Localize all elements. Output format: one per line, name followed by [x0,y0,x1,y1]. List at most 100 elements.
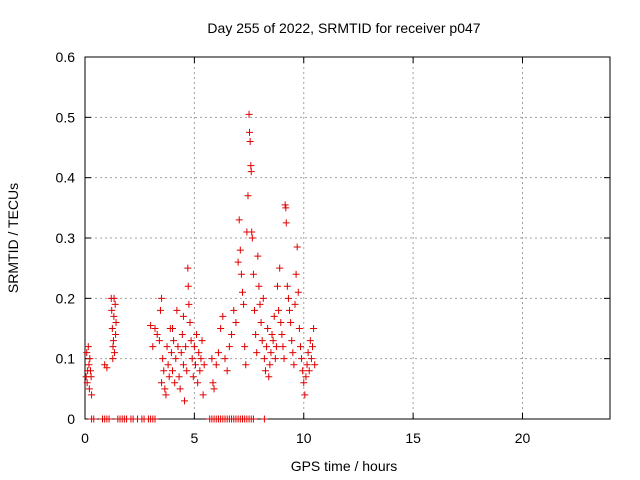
data-point [300,379,308,387]
data-point [188,355,196,363]
data-point [183,367,191,375]
data-point [241,343,249,351]
data-point [276,264,284,272]
data-point [194,379,202,387]
data-point [298,355,306,363]
data-point [185,300,193,308]
data-point [223,367,231,375]
data-point [296,343,304,351]
data-point [198,337,206,345]
data-point [275,306,283,314]
data-point [260,415,268,423]
data-point [228,331,236,339]
data-point [178,331,186,339]
data-point [195,349,203,357]
data-point [179,361,187,369]
data-point [242,361,250,369]
data-point [163,343,171,351]
x-axis-label: GPS time / hours [291,458,398,474]
y-tick-label: 0.1 [56,351,76,367]
data-point [86,355,94,363]
data-point [200,361,208,369]
y-tick-label: 0.4 [56,170,76,186]
data-point [268,331,276,339]
data-point [108,306,116,314]
data-point [111,300,119,308]
data-point [263,343,271,351]
data-point [305,367,313,375]
data-point [170,337,178,345]
data-point [302,373,310,381]
data-point [149,343,157,351]
data-point [299,367,307,375]
data-point [164,361,172,369]
data-point [181,397,189,405]
data-point [283,282,291,290]
data-point [290,361,298,369]
data-point [193,331,201,339]
data-point [291,300,299,308]
data-point [112,318,120,326]
data-point [284,294,292,302]
data-point [277,318,285,326]
data-point [248,228,256,236]
data-point [267,349,275,357]
data-point [257,318,265,326]
y-tick-label: 0.5 [56,109,76,125]
grid-lines [85,57,610,419]
data-point [109,355,117,363]
data-point [286,306,294,314]
data-point [158,379,166,387]
data-point [174,343,182,351]
data-point [182,343,190,351]
data-point [254,252,262,260]
data-point [153,331,161,339]
data-point [230,306,238,314]
y-tick-label: 0.2 [56,290,76,306]
data-point [86,367,94,375]
data-point [88,391,96,399]
data-point [281,201,289,209]
data-point [249,415,257,423]
data-point [258,337,266,345]
data-point [108,325,116,332]
data-point [236,246,244,254]
data-point [85,385,93,393]
data-point [266,361,274,369]
data-point [208,355,216,363]
data-points [82,110,319,423]
y-tick-label: 0 [67,411,75,427]
data-point [237,270,245,278]
x-tick-label: 20 [515,430,531,446]
data-point [269,337,277,345]
data-point [191,361,199,369]
data-point [245,110,253,118]
data-point [249,270,257,278]
data-point [282,204,290,212]
data-point [292,270,300,278]
data-point [221,355,229,363]
data-point [301,391,309,399]
data-point [295,325,303,332]
data-point [274,282,281,290]
data-point [246,137,254,145]
y-tick-labels: 0 0.1 0.2 0.3 0.4 0.5 0.6 [56,49,76,427]
data-point [179,312,187,320]
data-point [306,337,314,345]
y-tick-label: 0.3 [56,230,76,246]
data-point [265,373,273,381]
data-point [161,385,169,393]
data-point [287,318,295,326]
data-point [109,337,117,345]
x-tick-labels: 0 5 10 15 20 [81,430,530,446]
data-point [303,361,311,369]
data-point [272,343,280,351]
data-point [309,343,316,351]
data-point [175,373,183,381]
chart-title: Day 255 of 2022, SRMTID for receiver p04… [207,20,480,36]
data-point [184,282,192,290]
data-point [225,343,233,351]
data-point [85,361,93,369]
data-point [235,216,243,224]
